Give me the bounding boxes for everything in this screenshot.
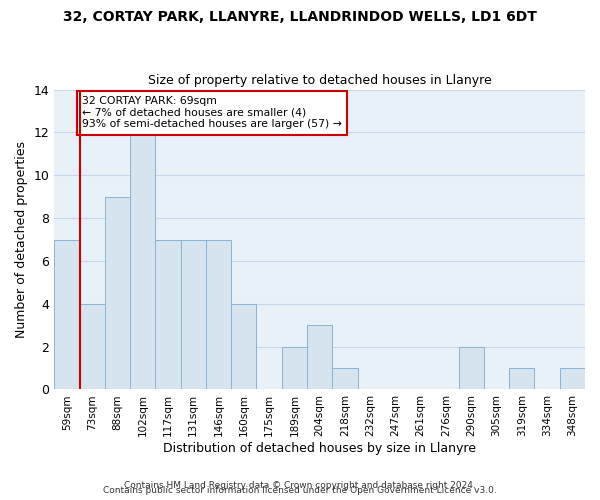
Bar [332,368,358,390]
Bar [155,240,181,390]
Text: Contains HM Land Registry data © Crown copyright and database right 2024.: Contains HM Land Registry data © Crown c… [124,481,476,490]
Bar [560,368,585,390]
Bar [458,346,484,390]
Bar [54,240,80,390]
Bar [130,132,155,390]
Text: 32, CORTAY PARK, LLANYRE, LLANDRINDOD WELLS, LD1 6DT: 32, CORTAY PARK, LLANYRE, LLANDRINDOD WE… [63,10,537,24]
Text: Contains public sector information licensed under the Open Government Licence v3: Contains public sector information licen… [103,486,497,495]
Bar [282,346,307,390]
Bar [105,196,130,390]
Bar [509,368,535,390]
Bar [231,304,256,390]
X-axis label: Distribution of detached houses by size in Llanyre: Distribution of detached houses by size … [163,442,476,455]
Bar [181,240,206,390]
Bar [206,240,231,390]
Text: 32 CORTAY PARK: 69sqm
← 7% of detached houses are smaller (4)
93% of semi-detach: 32 CORTAY PARK: 69sqm ← 7% of detached h… [82,96,342,129]
Bar [307,325,332,390]
Title: Size of property relative to detached houses in Llanyre: Size of property relative to detached ho… [148,74,491,87]
Bar [80,304,105,390]
Y-axis label: Number of detached properties: Number of detached properties [15,141,28,338]
